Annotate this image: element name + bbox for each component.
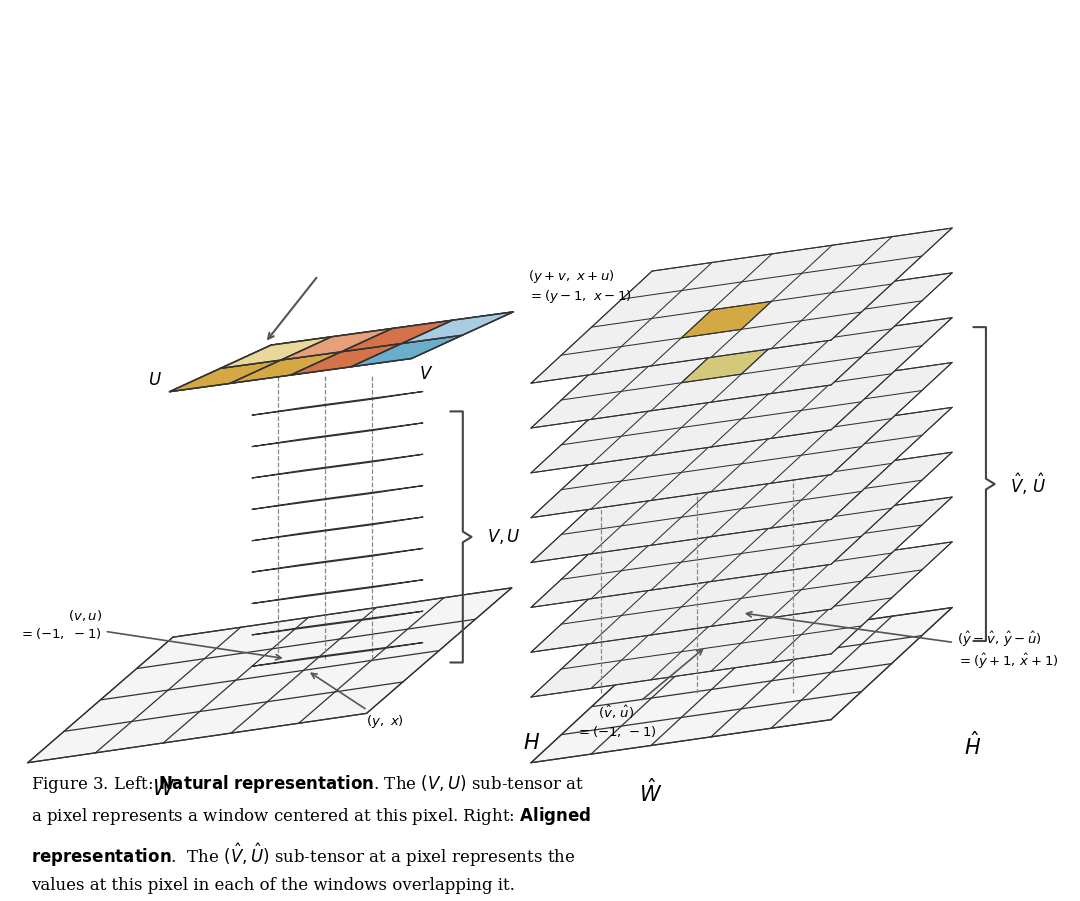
- Polygon shape: [531, 542, 953, 697]
- Polygon shape: [291, 343, 402, 375]
- Polygon shape: [28, 587, 512, 763]
- Polygon shape: [531, 407, 953, 562]
- Polygon shape: [252, 579, 423, 604]
- Text: $\hat{V},\, \hat{U}$: $\hat{V},\, \hat{U}$: [1010, 471, 1047, 496]
- Text: $(\hat{y} - \hat{v},\, \hat{y} - \hat{u})$
$= (\hat{y}+1,\, \hat{x}+1)$: $(\hat{y} - \hat{v},\, \hat{y} - \hat{u}…: [746, 612, 1058, 670]
- Polygon shape: [252, 611, 423, 635]
- Polygon shape: [252, 391, 423, 415]
- Polygon shape: [252, 486, 423, 509]
- Text: $\hat{W}$: $\hat{W}$: [639, 778, 663, 806]
- Polygon shape: [252, 549, 423, 572]
- Text: $V, U$: $V, U$: [487, 527, 521, 546]
- Polygon shape: [681, 301, 771, 338]
- Polygon shape: [531, 607, 953, 763]
- Polygon shape: [712, 587, 801, 623]
- Polygon shape: [170, 312, 513, 392]
- Polygon shape: [351, 335, 462, 367]
- Polygon shape: [252, 642, 423, 667]
- Polygon shape: [252, 454, 423, 478]
- Text: $H$: $H$: [524, 733, 540, 753]
- Polygon shape: [531, 362, 953, 518]
- Polygon shape: [531, 452, 953, 607]
- Polygon shape: [531, 497, 953, 652]
- Polygon shape: [402, 312, 513, 343]
- Polygon shape: [341, 320, 453, 351]
- Polygon shape: [220, 337, 332, 369]
- Text: $W$: $W$: [151, 778, 175, 799]
- Text: $(v, u)$
$= (-1,\ -1)$: $(v, u)$ $= (-1,\ -1)$: [19, 608, 281, 660]
- Polygon shape: [712, 497, 801, 534]
- Text: $\hat{H}$: $\hat{H}$: [963, 732, 981, 760]
- Polygon shape: [252, 517, 423, 541]
- Polygon shape: [252, 423, 423, 447]
- Text: $U$: $U$: [148, 371, 162, 389]
- Polygon shape: [531, 318, 953, 473]
- Text: $(\hat{v},\, \hat{u})$
$= (-1,\,-1)$: $(\hat{v},\, \hat{u})$ $= (-1,\,-1)$: [576, 650, 702, 739]
- Text: Figure 3. Left: $\mathbf{Natural\ representation}$. The $(V, U)$ sub-tensor at
a: Figure 3. Left: $\mathbf{Natural\ repres…: [30, 773, 591, 895]
- Polygon shape: [712, 363, 801, 399]
- Text: $(y,\ x)$: $(y,\ x)$: [311, 673, 404, 730]
- Polygon shape: [531, 228, 953, 383]
- Polygon shape: [712, 408, 801, 444]
- Polygon shape: [531, 273, 953, 428]
- Polygon shape: [281, 329, 392, 360]
- Polygon shape: [230, 351, 341, 384]
- Text: $(y + v,\ x + u)$
$= (y - 1,\ x - 1)$: $(y + v,\ x + u)$ $= (y - 1,\ x - 1)$: [528, 268, 631, 305]
- Polygon shape: [712, 452, 801, 489]
- Polygon shape: [712, 542, 801, 579]
- Polygon shape: [170, 360, 281, 392]
- Polygon shape: [681, 346, 771, 383]
- Text: $V$: $V$: [419, 366, 433, 384]
